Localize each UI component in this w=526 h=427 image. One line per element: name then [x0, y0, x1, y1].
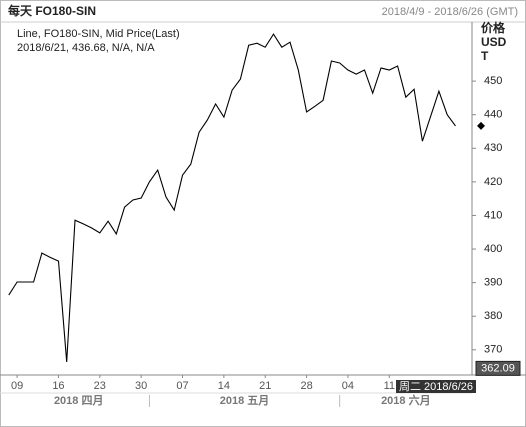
crosshair-date-box [396, 380, 476, 393]
y-tick-label: 390 [484, 277, 502, 289]
y-tick-label: 450 [484, 75, 502, 87]
x-tick-label: 23 [94, 380, 106, 392]
x-tick-label: 14 [218, 380, 230, 392]
last-value-marker [477, 121, 485, 130]
crosshair-date: 周二 2018/6/26 [399, 380, 473, 393]
x-tick-label: 30 [135, 380, 147, 392]
y-tick-label: 400 [484, 243, 502, 255]
x-tick-label: 28 [300, 380, 312, 392]
x-tick-label: 16 [52, 380, 64, 392]
y-axis-label: T [481, 49, 489, 63]
y-tick-label: 410 [484, 209, 502, 221]
date-range: 2018/4/9 - 2018/6/26 (GMT) [382, 6, 518, 18]
x-tick-label: 07 [176, 380, 188, 392]
crosshair-value: 362.09 [481, 362, 515, 374]
month-label: 2018 六月 [381, 393, 431, 407]
y-tick-label: 370 [484, 344, 502, 356]
x-tick-label: 04 [342, 380, 354, 392]
month-label: 2018 四月 [54, 394, 104, 407]
legend-detail: 2018/6/21, 436.68, N/A, N/A [17, 42, 155, 54]
y-axis-label: 价格 [481, 20, 506, 35]
y-tick-label: 430 [484, 142, 502, 154]
y-axis-label: USD [481, 35, 507, 49]
legend-entry: Line, FO180-SIN, Mid Price(Last) [17, 28, 180, 40]
y-tick-label: 380 [484, 310, 502, 322]
x-tick-label: 11 [384, 380, 395, 392]
month-label: 2018 五月 [220, 394, 270, 407]
y-tick-label: 440 [484, 109, 502, 121]
crosshair-value-box [475, 360, 521, 376]
chart-title: 每天 FO180-SIN [8, 3, 96, 18]
x-tick-label: 09 [11, 380, 23, 392]
x-tick-label: 21 [259, 380, 271, 392]
line-series [8, 33, 456, 362]
y-tick-label: 420 [484, 176, 502, 188]
